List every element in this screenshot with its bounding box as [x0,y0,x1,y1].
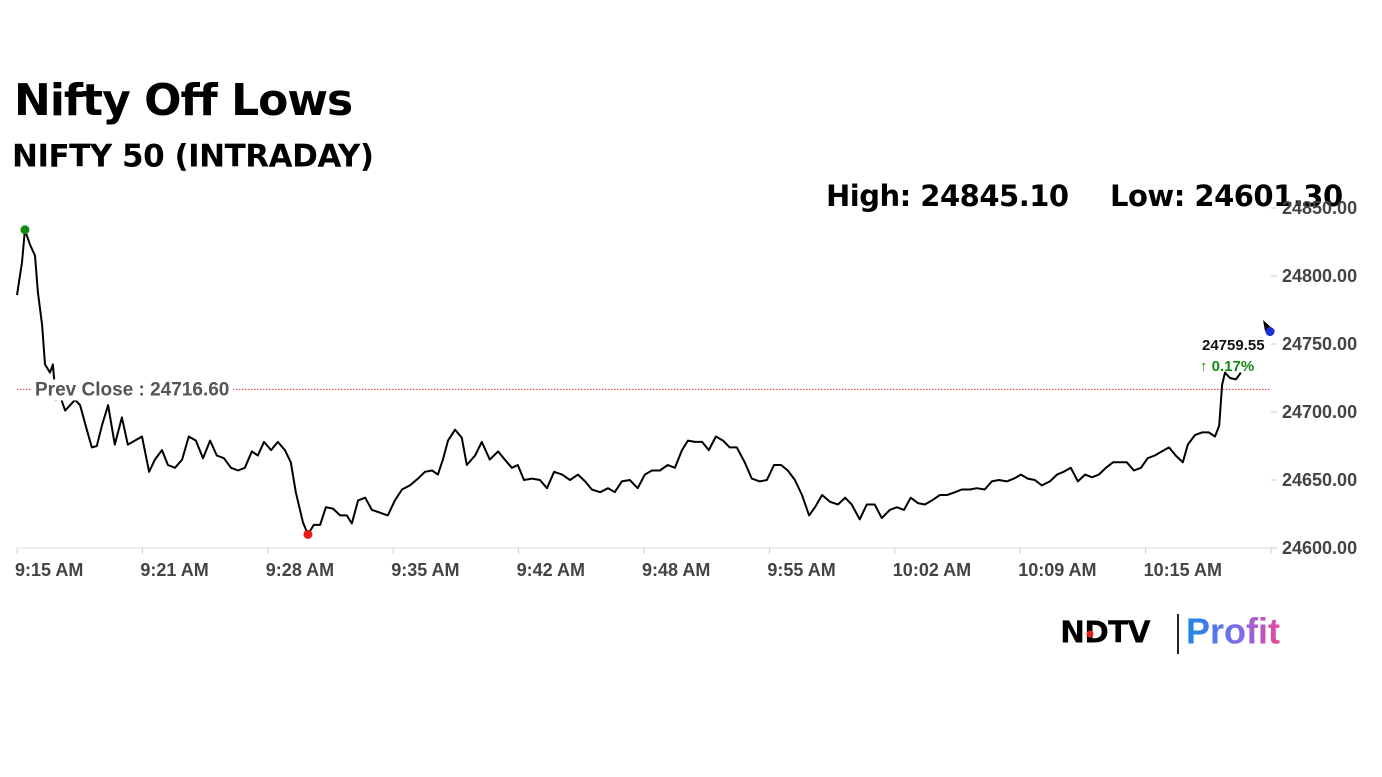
x-tick-label: 9:48 AM [642,560,710,580]
chart-subtitle: NIFTY 50 (INTRADAY) [12,139,374,175]
x-tick-label: 10:15 AM [1144,560,1222,580]
current-change: ↑ 0.17% [1200,358,1254,375]
x-tick-label: 9:42 AM [517,560,585,580]
x-tick-label: 9:55 AM [767,560,835,580]
prev-close-label: Prev Close : 24716.60 [35,379,229,400]
x-tick-label: 9:35 AM [391,560,459,580]
high-marker [20,225,30,235]
y-tick-label: 24800.00 [1282,266,1357,286]
x-tick-label: 10:02 AM [893,560,971,580]
price-line [16,228,1242,536]
brand-ndtv: NDTV [1060,616,1151,651]
low-text: Low: 24601.30 [1110,179,1343,213]
x-tick-label: 9:21 AM [140,560,208,580]
current-value: 24759.55 [1202,337,1265,354]
brand-profit: Profit [1186,611,1280,652]
prev-close-label-bg [31,379,234,401]
brand-dot [1086,630,1094,638]
y-tick-label: 24650.00 [1282,470,1357,490]
y-tick-label: 24850.00 [1282,198,1357,218]
y-tick-label: 24750.00 [1282,334,1357,354]
low-marker [303,529,313,539]
x-tick-label: 10:09 AM [1018,560,1096,580]
x-tick-label: 9:28 AM [266,560,334,580]
y-tick-label: 24700.00 [1282,402,1357,422]
current-dot [1265,327,1275,337]
y-tick-label: 24600.00 [1282,538,1357,558]
x-tick-label: 9:15 AM [15,560,83,580]
high-text: High: 24845.10 [826,179,1069,213]
chart-title: Nifty Off Lows [14,75,352,126]
